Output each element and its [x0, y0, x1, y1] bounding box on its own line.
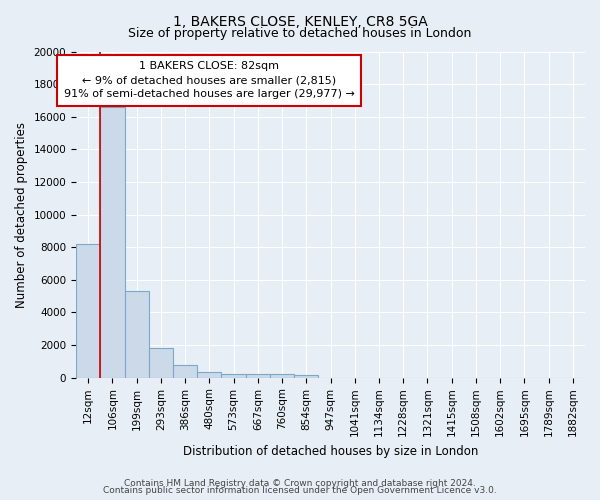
Bar	[173, 364, 197, 378]
Bar	[76, 244, 100, 378]
Bar	[294, 375, 319, 378]
Y-axis label: Number of detached properties: Number of detached properties	[15, 122, 28, 308]
Bar	[197, 372, 221, 378]
Bar	[100, 107, 125, 378]
Bar	[270, 374, 294, 378]
Text: Contains public sector information licensed under the Open Government Licence v3: Contains public sector information licen…	[103, 486, 497, 495]
Text: 1, BAKERS CLOSE, KENLEY, CR8 5GA: 1, BAKERS CLOSE, KENLEY, CR8 5GA	[173, 15, 427, 29]
Bar	[125, 292, 149, 378]
Bar	[149, 348, 173, 378]
Bar	[245, 374, 270, 378]
Text: Contains HM Land Registry data © Crown copyright and database right 2024.: Contains HM Land Registry data © Crown c…	[124, 478, 476, 488]
X-axis label: Distribution of detached houses by size in London: Distribution of detached houses by size …	[183, 444, 478, 458]
Text: 1 BAKERS CLOSE: 82sqm
← 9% of detached houses are smaller (2,815)
91% of semi-de: 1 BAKERS CLOSE: 82sqm ← 9% of detached h…	[64, 62, 355, 100]
Bar	[221, 374, 245, 378]
Text: Size of property relative to detached houses in London: Size of property relative to detached ho…	[128, 28, 472, 40]
